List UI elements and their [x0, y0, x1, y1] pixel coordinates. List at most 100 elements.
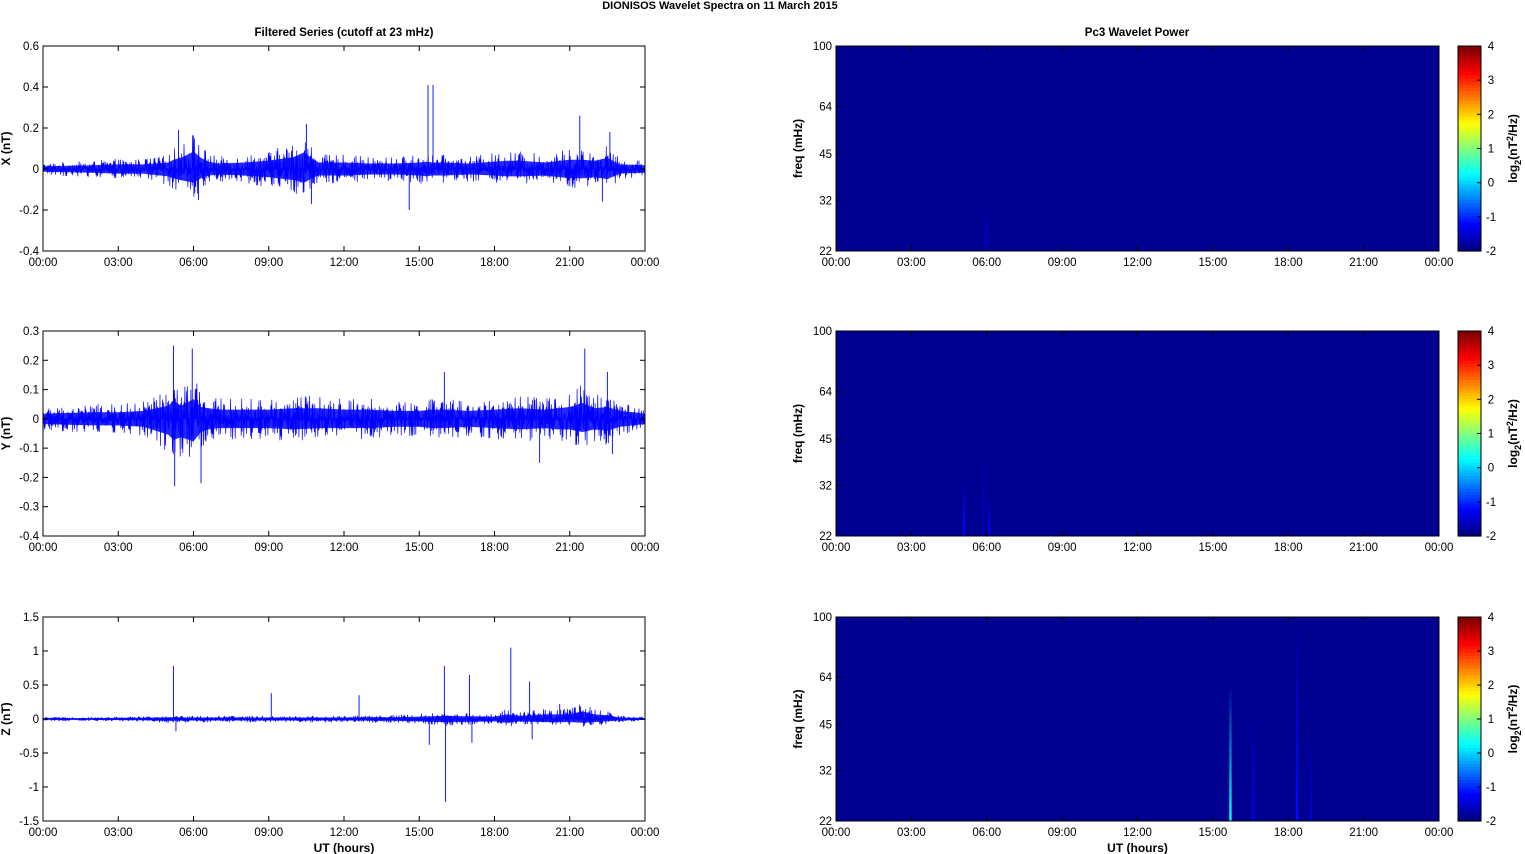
- spectrum-4-colorbar-cell: [1458, 391, 1481, 396]
- series-1-plot-area: [43, 331, 645, 536]
- left-column-title: Filtered Series (cutoff at 23 mHz): [255, 27, 434, 39]
- spectrum-4-colorbar-cell: [1458, 523, 1481, 527]
- series-2-ytick-label: -0.5: [19, 748, 39, 760]
- spectrum-5-colorbar-cell: [1458, 668, 1481, 672]
- spectrum-4-colorbar-cell: [1458, 427, 1481, 431]
- spectrum-3-colorbar-cell: [1458, 78, 1481, 82]
- spectrum-4-ytick-label: 64: [819, 386, 832, 398]
- spectrum-3-colorbar-cell: [1458, 199, 1481, 204]
- right-column-title: Pc3 Wavelet Power: [1085, 27, 1190, 39]
- series-0-plot: -0.4 -0.2 0 0.2 0.4 0.6 X (nT): [0, 41, 646, 258]
- spectrum-4-xtick-label: 18:00: [1274, 542, 1303, 554]
- spectrum-4-colorbar-cell: [1458, 487, 1481, 492]
- spectrum-3-colorbar-tick-label: 1: [1488, 144, 1494, 156]
- spectrum-3-colorbar: -2 -1 0 1 2 3 4 log2(nT2/Hz): [1457, 41, 1523, 258]
- spectrum-3-colorbar-cell: [1458, 174, 1481, 178]
- spectrum-5-colorbar-cell: [1458, 677, 1481, 682]
- series-2-x-axis-label: UT (hours): [314, 841, 375, 854]
- spectrum-5-xtick-label: 15:00: [1198, 827, 1227, 839]
- spectrum-3-colorbar-cell: [1458, 225, 1481, 230]
- spectrum-4-colorbar-cell: [1458, 459, 1481, 463]
- spectrum-3-heatmap-background: [836, 46, 1439, 251]
- spectrum-5-colorbar-cell: [1458, 719, 1481, 723]
- spectrum-3-colorbar-cell: [1458, 180, 1481, 185]
- spectrum-5-y-axis-label: freq (mHz): [791, 689, 805, 748]
- spectrum-5-colorbar-cell: [1458, 699, 1481, 704]
- spectrum-4-heatmap-background: [836, 331, 1439, 536]
- spectrum-4-ytick-label: 22: [819, 531, 832, 543]
- spectrum-3-colorbar-cell: [1458, 116, 1481, 121]
- spectrum-5-xtick-label: 06:00: [972, 827, 1001, 839]
- spectrum-4-colorbar-cell: [1458, 439, 1481, 444]
- spectrum-3-colorbar-cell: [1458, 65, 1481, 70]
- series-2-xtick-label: 09:00: [254, 827, 283, 839]
- spectrum-4-colorbar-cell: [1458, 379, 1481, 383]
- series-2-y-axis-label: Z (nT): [0, 702, 13, 735]
- spectrum-5-colorbar-cell: [1458, 795, 1481, 800]
- spectrum-5-power-feature: [1229, 685, 1232, 821]
- spectrum-4-colorbar-cell: [1458, 433, 1481, 438]
- spectrum-4-colorbar-cell: [1458, 491, 1481, 495]
- spectrum-3-colorbar-cell: [1458, 87, 1481, 92]
- series-1-ytick-label: -0.2: [19, 472, 39, 484]
- spectrum-4-colorbar-cell: [1458, 331, 1481, 335]
- spectrum-5-colorbar-cell: [1458, 690, 1481, 695]
- spectrum-3-colorbar-tick-label: -1: [1486, 212, 1496, 224]
- spectrum-5-colorbar-cell: [1458, 648, 1481, 653]
- spectrum-4-colorbar-cell: [1458, 353, 1481, 358]
- spectrum-5-power-feature: [1251, 705, 1255, 821]
- spectrum-5-colorbar-cell: [1458, 747, 1481, 752]
- spectrum-4-colorbar-cell: [1458, 340, 1481, 345]
- spectrum-3-colorbar-tick-label: 0: [1488, 178, 1494, 190]
- spectrum-4-xtick-label: 03:00: [897, 542, 926, 554]
- spectrum-5-ytick-label: 64: [819, 672, 832, 684]
- spectrum-4-colorbar-cell: [1458, 411, 1481, 415]
- spectrum-5-power-feature: [1309, 733, 1313, 821]
- series-1-trace-core: [43, 399, 645, 442]
- spectrum-3-y-axis-label: freq (mHz): [791, 119, 805, 178]
- series-0-trace-core: [43, 151, 645, 183]
- spectrum-3-colorbar-cell: [1458, 222, 1481, 226]
- spectrum-3-colorbar-cell: [1458, 94, 1481, 98]
- spectrum-3-colorbar-cell: [1458, 145, 1481, 150]
- spectrum-3-ytick-label: 100: [813, 41, 832, 53]
- spectrum-5-colorbar-tick-label: 3: [1488, 646, 1494, 658]
- spectrum-3-colorbar-cell: [1458, 177, 1481, 182]
- spectrum-3-colorbar-tick-label: -2: [1486, 246, 1496, 258]
- spectrum-3-xtick-label: 06:00: [972, 257, 1001, 269]
- spectrum-4-colorbar-cell: [1458, 372, 1481, 377]
- spectrum-5-colorbar-cell: [1458, 703, 1481, 707]
- spectrum-3-colorbar-cell: [1458, 122, 1481, 127]
- spectrum-3-colorbar-cell: [1458, 52, 1481, 57]
- spectrum-3-colorbar-cell: [1458, 84, 1481, 89]
- plots-layer: -0.4 -0.2 0 0.2 0.4 0.6 X (nT) 00:00 03:00 06:00 0…: [0, 41, 1523, 854]
- spectrum-5-colorbar-cell: [1458, 683, 1481, 688]
- series-2-xtick-label: 15:00: [405, 827, 434, 839]
- spectrum-4-colorbar-cell: [1458, 497, 1481, 502]
- spectrum-4-colorbar-cell: [1458, 446, 1481, 451]
- spectrum-4-colorbar-cell: [1458, 401, 1481, 406]
- spectrum-5-ytick-label: 32: [819, 766, 832, 778]
- spectrum-4-colorbar-tick-label: 2: [1488, 394, 1494, 406]
- series-0-xtick-label: 03:00: [104, 257, 133, 269]
- spectrum-4-colorbar-cell: [1458, 510, 1481, 515]
- spectrum-5-ytick-label: 45: [819, 720, 832, 732]
- spectrum-4-colorbar-cell: [1458, 423, 1481, 428]
- spectrum-5-plot: 22 32 45 64 100 freq (mHz): [791, 612, 1440, 828]
- spectrum-5-colorbar-cell: [1458, 789, 1481, 793]
- spectrum-4-colorbar-cell: [1458, 449, 1481, 454]
- series-1-xtick-label: 03:00: [104, 542, 133, 554]
- spectrum-3-colorbar-cell: [1458, 103, 1481, 108]
- spectrum-5-xtick-label: 03:00: [897, 827, 926, 839]
- spectrum-4-colorbar-cell: [1458, 443, 1481, 447]
- spectrum-5-colorbar-cell: [1458, 728, 1481, 733]
- spectrum-5-colorbar-cell: [1458, 725, 1481, 730]
- series-1-xtick-label: 15:00: [405, 542, 434, 554]
- spectrum-3-power-feature: [984, 200, 987, 251]
- spectrum-3-colorbar-cell: [1458, 209, 1481, 214]
- spectrum-3-colorbar-tick-label: 3: [1488, 75, 1494, 87]
- spectrum-4-colorbar-cell: [1458, 519, 1481, 524]
- spectrum-5-colorbar: -2 -1 0 1 2 3 4 log2(nT2/Hz): [1457, 612, 1523, 828]
- spectrum-3-colorbar-cell: [1458, 158, 1481, 162]
- spectrum-5-xtick-label: 09:00: [1048, 827, 1077, 839]
